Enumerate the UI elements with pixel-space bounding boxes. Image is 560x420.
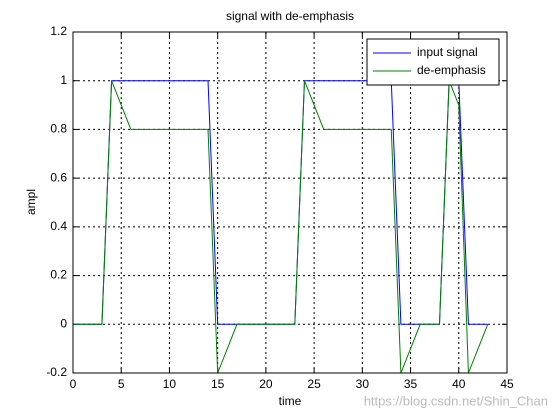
- legend-label: input signal: [417, 45, 478, 59]
- y-tick-label: -0.2: [46, 365, 67, 379]
- y-tick-label: 1: [60, 73, 67, 87]
- y-tick-label: 0: [60, 316, 67, 330]
- x-tick-label: 20: [259, 377, 273, 391]
- y-tick-label: 0.8: [50, 122, 67, 136]
- line-series: [73, 80, 489, 374]
- x-tick-label: 5: [118, 377, 125, 391]
- y-tick-label: 0.4: [50, 219, 67, 233]
- x-axis-label: time: [279, 394, 302, 408]
- y-tick-label: 1.2: [50, 24, 67, 38]
- x-tick-label: 25: [307, 377, 321, 391]
- legend-box: [366, 38, 500, 86]
- y-tick-label: 0.6: [50, 170, 67, 184]
- y-tick-label: 0.2: [50, 268, 67, 282]
- chart-title: signal with de-emphasis: [226, 9, 354, 23]
- legend-label: de-emphasis: [417, 63, 486, 77]
- y-axis-label: ampl: [24, 189, 38, 215]
- x-tick-label: 45: [500, 377, 514, 391]
- x-tick-label: 35: [404, 377, 418, 391]
- x-tick-label: 10: [163, 377, 177, 391]
- x-tick-label: 0: [70, 377, 77, 391]
- x-tick-label: 30: [356, 377, 370, 391]
- x-tick-label: 15: [211, 377, 225, 391]
- plot-frame: [72, 31, 508, 374]
- watermark: https://blog.csdn.net/Shin_Chan: [364, 393, 548, 408]
- x-tick-label: 40: [452, 377, 466, 391]
